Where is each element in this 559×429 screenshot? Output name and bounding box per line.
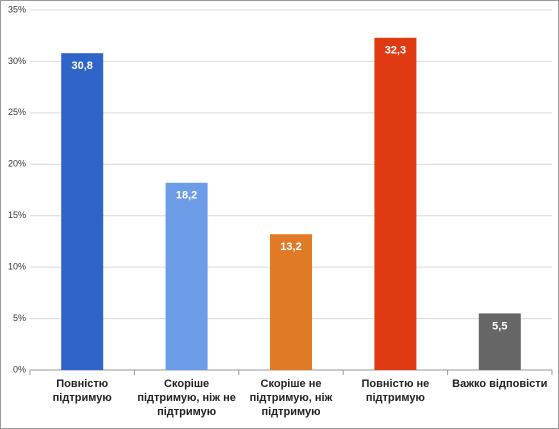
value-label: 13,2 (280, 241, 301, 253)
x-tick-label: Повністю підтримую (52, 378, 112, 404)
value-label: 32,3 (385, 45, 406, 57)
bar (374, 37, 417, 371)
bar (478, 313, 521, 370)
y-tick-label: 15% (8, 210, 26, 220)
value-label: 18,2 (176, 190, 197, 202)
y-tick-label: 25% (8, 107, 26, 117)
y-tick-label: 0% (13, 364, 26, 374)
value-label: 5,5 (492, 320, 507, 332)
y-tick-label: 10% (8, 262, 26, 272)
y-tick-label: 35% (8, 4, 26, 14)
y-tick-label: 5% (13, 313, 26, 323)
bar (270, 234, 312, 370)
bar (61, 53, 104, 370)
x-tick-label: Скоріше підтримую, ніж не підтримую (137, 378, 236, 418)
value-label: 30,8 (71, 60, 92, 72)
x-tick-label: Повністю не підтримую (361, 378, 430, 404)
y-tick-label: 20% (8, 159, 26, 169)
x-tick-label: Важко відповісти (452, 378, 548, 390)
bar (165, 182, 208, 370)
y-tick-label: 30% (8, 56, 26, 66)
x-tick-label: Скоріше не підтримую, ніж підтримую (249, 378, 333, 418)
